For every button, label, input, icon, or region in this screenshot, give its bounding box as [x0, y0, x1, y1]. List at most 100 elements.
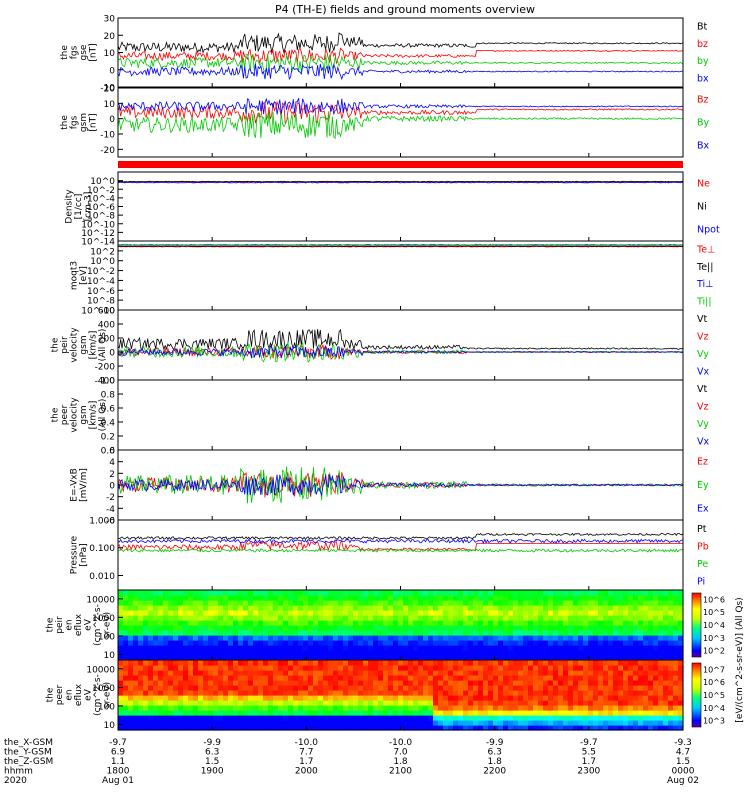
heatmap-cell [138, 690, 144, 696]
heatmap-cell [178, 715, 184, 721]
heatmap-cell [643, 595, 649, 601]
heatmap-cell [343, 630, 349, 636]
heatmap-cell [428, 605, 434, 611]
heatmap-cell [298, 615, 304, 621]
heatmap-cell [628, 665, 634, 671]
heatmap-cell [483, 615, 489, 621]
heatmap-cell [608, 635, 614, 641]
heatmap-cell [618, 665, 624, 671]
heatmap-cell [183, 660, 189, 666]
heatmap-cell [408, 595, 414, 601]
heatmap-cell [413, 715, 419, 721]
heatmap-cell [638, 690, 644, 696]
y-axis-label-line: peir [60, 336, 70, 354]
heatmap-cell [398, 615, 404, 621]
heatmap-cell [343, 715, 349, 721]
heatmap-cell [393, 635, 399, 641]
heatmap-cell [198, 590, 204, 596]
series-line-Pi [117, 538, 684, 544]
heatmap-cell [198, 640, 204, 646]
heatmap-cell [388, 720, 394, 726]
heatmap-cell [158, 680, 164, 686]
heatmap-cell [283, 680, 289, 686]
heatmap-cell [568, 680, 574, 686]
heatmap-cell [168, 665, 174, 671]
heatmap-cell [413, 605, 419, 611]
heatmap-cell [328, 600, 334, 606]
heatmap-cell [603, 595, 609, 601]
panel-temperature: 10^210^010^-210^-410^-610^-810^-10moqt3[… [69, 240, 715, 317]
heatmap-cell [283, 695, 289, 701]
heatmap-cell [203, 690, 209, 696]
heatmap-cell [568, 670, 574, 676]
heatmap-cell [128, 620, 134, 626]
heatmap-cell [218, 635, 224, 641]
heatmap-cell [578, 635, 584, 641]
heatmap-cell [153, 720, 159, 726]
heatmap-cell [633, 705, 639, 711]
heatmap-cell [553, 610, 559, 616]
heatmap-cell [543, 715, 549, 721]
heatmap-cell [508, 660, 514, 666]
heatmap-cell [438, 705, 444, 711]
heatmap-cell [453, 610, 459, 616]
heatmap-cell [503, 715, 509, 721]
heatmap-cell [298, 725, 304, 731]
heatmap-cell [438, 675, 444, 681]
heatmap-cell [523, 650, 529, 656]
heatmap-cell [268, 695, 274, 701]
legend-label: Ne [697, 179, 710, 190]
heatmap-cell [488, 715, 494, 721]
heatmap-cell [153, 705, 159, 711]
heatmap-cell [513, 615, 519, 621]
heatmap-cell [648, 655, 654, 661]
heatmap-cell [348, 605, 354, 611]
heatmap-cell [578, 630, 584, 636]
heatmap-cell [623, 725, 629, 731]
heatmap-cell [403, 685, 409, 691]
heatmap-cell [263, 685, 269, 691]
heatmap-cell [223, 700, 229, 706]
heatmap-cell [468, 680, 474, 686]
heatmap-cell [378, 700, 384, 706]
heatmap-cell [383, 720, 389, 726]
heatmap-cell [358, 685, 364, 691]
heatmap-cell [418, 625, 424, 631]
heatmap-cell [333, 635, 339, 641]
heatmap-cell [628, 675, 634, 681]
heatmap-cell [163, 675, 169, 681]
heatmap-cell [258, 710, 264, 716]
heatmap-cell [228, 675, 234, 681]
heatmap-cell [548, 715, 554, 721]
heatmap-cell [348, 600, 354, 606]
heatmap-cell [423, 635, 429, 641]
heatmap-cell [143, 625, 149, 631]
heatmap-cell [653, 645, 659, 651]
heatmap-cell [183, 655, 189, 661]
heatmap-cell [583, 680, 589, 686]
heatmap-cell [648, 665, 654, 671]
heatmap-cell [518, 595, 524, 601]
heatmap-cell [493, 615, 499, 621]
heatmap-cell [278, 670, 284, 676]
heatmap-cell [348, 665, 354, 671]
heatmap-cell [608, 590, 614, 596]
heatmap-cell [408, 715, 414, 721]
heatmap-cell [333, 640, 339, 646]
heatmap-cell [453, 660, 459, 666]
heatmap-cell [313, 600, 319, 606]
heatmap-cell [623, 605, 629, 611]
heatmap-cell [543, 590, 549, 596]
heatmap-cell [243, 605, 249, 611]
heatmap-cell [303, 640, 309, 646]
heatmap-cell [288, 640, 294, 646]
heatmap-cell [453, 670, 459, 676]
heatmap-cell [143, 650, 149, 656]
heatmap-cell [468, 645, 474, 651]
heatmap-cell [498, 625, 504, 631]
heatmap-cell [528, 590, 534, 596]
x-row-label: the_Z-GSM [4, 757, 53, 767]
heatmap-cell [308, 720, 314, 726]
heatmap-cell [153, 660, 159, 666]
